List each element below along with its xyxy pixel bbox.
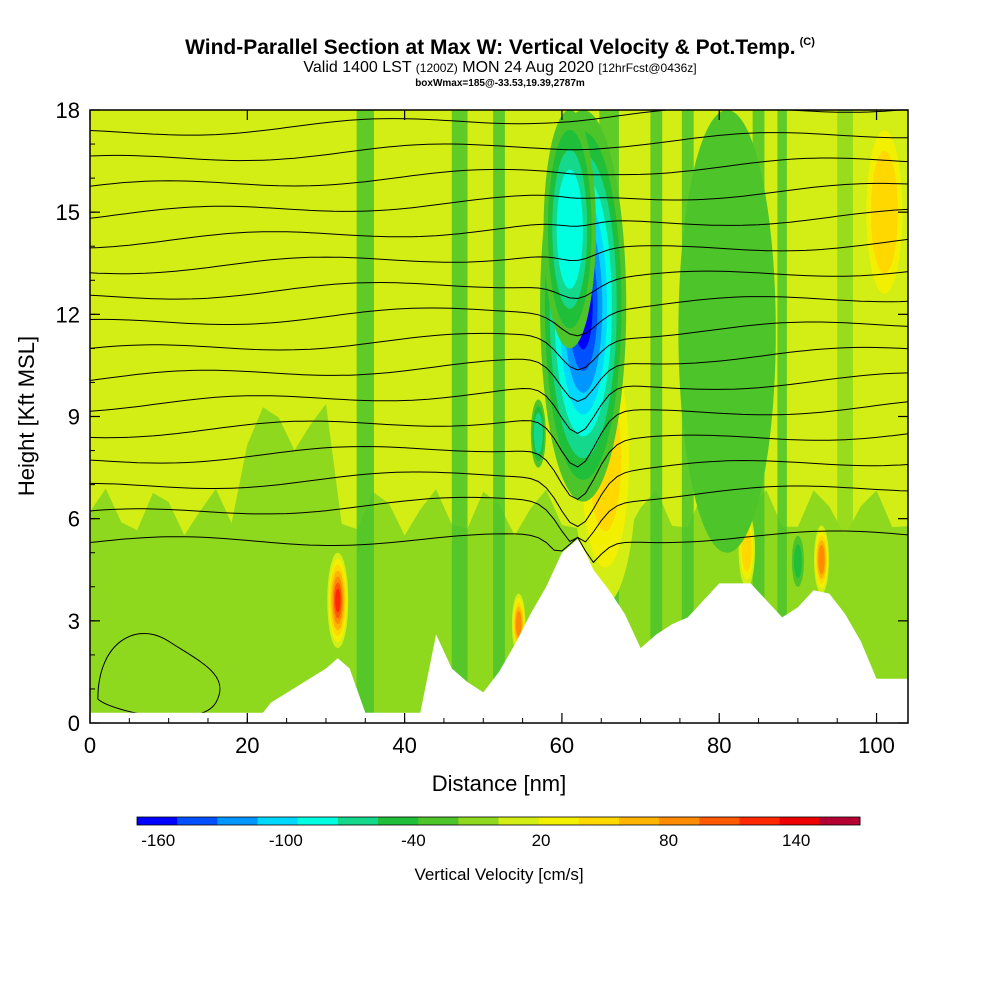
velocity-stripe [650,110,663,723]
velocity-field [90,110,908,723]
colorbar-tick-label: 80 [659,831,678,850]
colorbar-swatch [659,817,700,825]
axes: 0 20 40 60 80 100 0 3 6 9 12 15 18 [56,98,908,758]
theta-contour-line [90,485,908,543]
x-tick-label: 40 [392,733,416,758]
theta-contour-line [90,372,908,434]
colorbar-swatch [538,817,580,825]
colorbar-swatch [458,817,499,825]
title-tag: (C) [799,36,815,48]
theta-contour-line [90,459,908,528]
theta-contour-line [90,110,906,136]
y-tick-label: 6 [68,507,80,532]
colorbar-swatch [739,817,781,825]
x-tick-label: 20 [235,733,259,758]
subtitle-forecast: [12hrFcst@0436z] [598,61,697,75]
colorbar-swatch [137,817,178,825]
updraft-cell [335,588,341,613]
theta-contour-line [90,208,908,249]
updraft-cell [818,544,825,575]
y-tick-label: 9 [68,405,80,430]
downdraft-cell [678,110,776,553]
colorbar-tick-label: -160 [141,831,175,850]
velocity-stripe [356,110,374,723]
x-tick-label: 100 [858,733,895,758]
subtitle-valid: Valid 1400 LST [303,59,412,76]
downdraft-cell [533,413,543,454]
theta-contour-line [90,346,908,403]
x-tick-label: 60 [550,733,574,758]
colorbar-tick-label: -40 [401,831,426,850]
theta-contour-line [90,321,908,371]
x-tick-label: 0 [84,733,96,758]
subtitle-utc: (1200Z) [415,61,458,75]
colorbar-tick-label: 20 [532,831,551,850]
colorbar-swatch [418,817,459,825]
y-tick-label: 0 [68,711,80,736]
colorbar-swatch [257,817,299,825]
chart-subtitle: Valid 1400 LST (1200Z) MON 24 Aug 2020 [… [0,59,1000,77]
colorbar-swatch [177,817,218,825]
y-tick-label: 12 [56,302,80,327]
colorbar-swatch [819,817,861,825]
chart-title: Wind-Parallel Section at Max W: Vertical… [0,36,1000,60]
y-tick-label: 3 [68,609,80,634]
terrain [90,539,908,723]
colorbar-frame [136,816,861,826]
colorbar-swatch [217,817,258,825]
theta-contour-line [90,401,908,468]
colorbar-swatch [498,817,540,825]
colorbar-swatch [378,817,419,825]
subtitle-box-wmax: boxWmax=185@-33.53,19.39,2787m [415,78,585,89]
subtitle-date: MON 24 Aug 2020 [462,59,594,76]
theta-contour-line [90,530,908,564]
theta-contour-line [90,157,908,187]
terrain-mask [90,539,908,723]
colorbar-label: Vertical Velocity [cm/s] [414,865,583,884]
x-axis-label: Distance [nm] [432,771,567,796]
chart-title-text: Wind-Parallel Section at Max W: Vertical… [185,36,796,59]
colorbar-tick-label: 140 [782,831,810,850]
y-tick-label: 15 [56,200,80,225]
colorbar-swatch [779,817,821,825]
colorbar-swatch [699,817,740,825]
velocity-stripe [837,110,853,723]
downdraft-cell [793,544,802,579]
theta-contour-line [90,182,908,219]
y-axis-label: Height [Kft MSL] [14,336,39,496]
theta-contour-line [90,433,908,500]
colorbar-swatch [578,817,620,825]
downdraft-cell [556,169,583,289]
y-tick-label: 18 [56,98,80,123]
colorbar-tick-label: -100 [269,831,303,850]
theta-contour-line [90,238,908,275]
colorbar-swatch [297,817,339,825]
colorbar-swatch [337,817,379,825]
theta-contour-line [90,270,908,300]
colorbar-swatch [619,817,660,825]
updraft-cell [515,611,522,638]
colorbar: -160 -100 -40 20 80 140 [136,816,861,850]
updraft-cell [870,150,898,274]
x-tick-label: 80 [707,733,731,758]
velocity-stripe [493,110,505,723]
velocity-stripe [451,110,468,723]
theta-contour-line [90,132,908,162]
velocity-stripe [777,110,787,723]
theta-contours [90,110,908,718]
theta-contour-line [90,296,908,337]
